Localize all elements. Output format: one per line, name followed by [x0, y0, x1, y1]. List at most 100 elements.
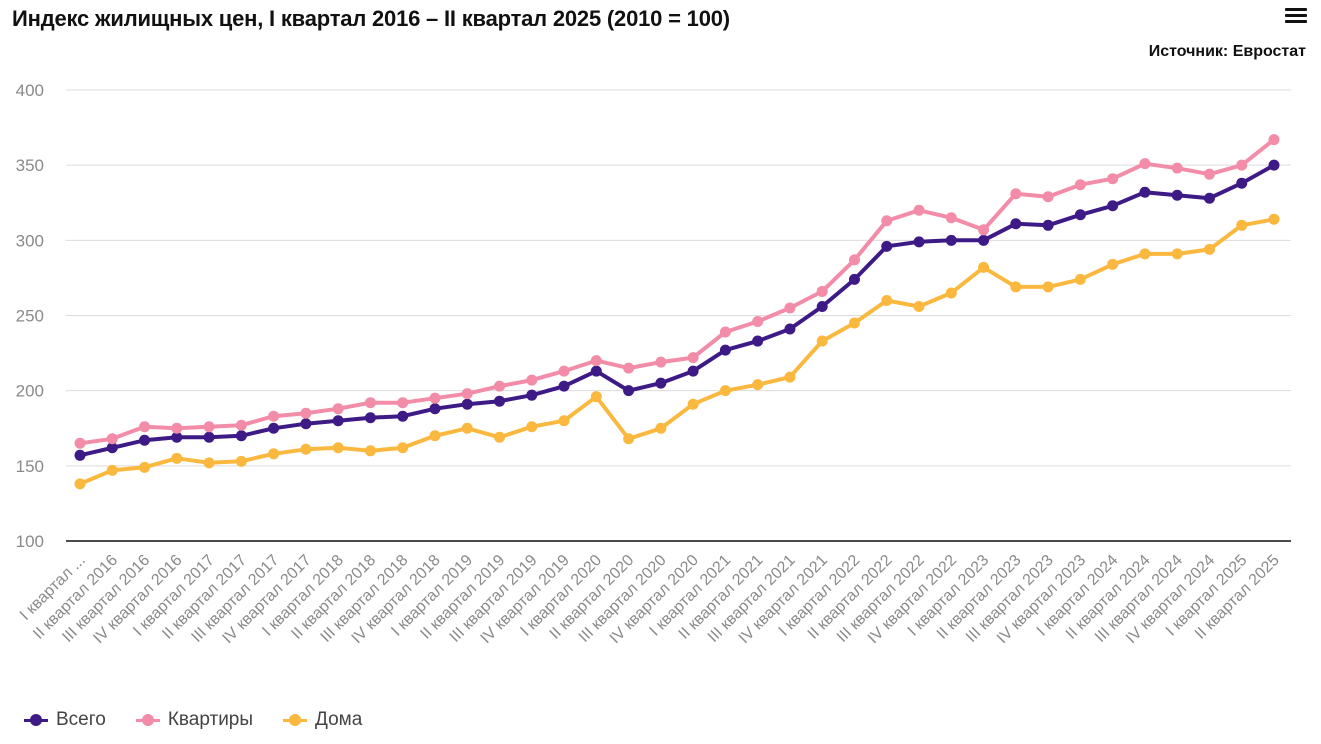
data-point[interactable] [139, 434, 151, 446]
data-point[interactable] [945, 287, 957, 299]
data-point[interactable] [655, 422, 667, 434]
data-point[interactable] [203, 457, 215, 469]
data-point[interactable] [1171, 248, 1183, 260]
data-point[interactable] [1139, 158, 1151, 170]
data-point[interactable] [332, 442, 344, 454]
data-point[interactable] [752, 335, 764, 347]
data-point[interactable] [235, 455, 247, 467]
data-point[interactable] [784, 302, 796, 314]
data-point[interactable] [687, 352, 699, 364]
data-point[interactable] [268, 422, 280, 434]
data-point[interactable] [106, 433, 118, 445]
data-point[interactable] [1236, 159, 1248, 171]
data-point[interactable] [655, 377, 667, 389]
data-point[interactable] [526, 374, 538, 386]
data-point[interactable] [978, 234, 990, 246]
data-point[interactable] [1074, 273, 1086, 285]
data-point[interactable] [171, 431, 183, 443]
data-point[interactable] [364, 397, 376, 409]
data-point[interactable] [235, 419, 247, 431]
data-point[interactable] [784, 371, 796, 383]
data-point[interactable] [1268, 213, 1280, 225]
data-point[interactable] [494, 380, 506, 392]
data-point[interactable] [171, 452, 183, 464]
data-point[interactable] [719, 344, 731, 356]
data-point[interactable] [1171, 189, 1183, 201]
data-point[interactable] [203, 421, 215, 433]
data-point[interactable] [913, 236, 925, 248]
data-point[interactable] [364, 445, 376, 457]
data-point[interactable] [1074, 209, 1086, 221]
data-point[interactable] [1268, 134, 1280, 146]
data-point[interactable] [300, 418, 312, 430]
data-point[interactable] [139, 421, 151, 433]
data-point[interactable] [74, 478, 86, 490]
data-point[interactable] [429, 392, 441, 404]
data-point[interactable] [1042, 219, 1054, 231]
data-point[interactable] [461, 398, 473, 410]
data-point[interactable] [429, 430, 441, 442]
data-point[interactable] [1203, 192, 1215, 204]
data-point[interactable] [655, 356, 667, 368]
data-point[interactable] [106, 442, 118, 454]
data-point[interactable] [1203, 168, 1215, 180]
data-point[interactable] [494, 431, 506, 443]
data-point[interactable] [848, 273, 860, 285]
data-point[interactable] [397, 410, 409, 422]
data-point[interactable] [719, 385, 731, 397]
data-point[interactable] [526, 421, 538, 433]
data-point[interactable] [848, 317, 860, 329]
data-point[interactable] [1236, 177, 1248, 189]
data-point[interactable] [978, 224, 990, 236]
data-point[interactable] [752, 316, 764, 328]
data-point[interactable] [913, 204, 925, 216]
data-point[interactable] [848, 254, 860, 266]
data-point[interactable] [1010, 218, 1022, 230]
data-point[interactable] [1010, 281, 1022, 293]
hamburger-menu-icon[interactable] [1285, 8, 1307, 28]
data-point[interactable] [1010, 188, 1022, 200]
data-point[interactable] [300, 443, 312, 455]
data-point[interactable] [945, 212, 957, 224]
data-point[interactable] [397, 442, 409, 454]
data-point[interactable] [881, 240, 893, 252]
data-point[interactable] [1268, 159, 1280, 171]
data-point[interactable] [300, 407, 312, 419]
data-point[interactable] [945, 234, 957, 246]
data-point[interactable] [1171, 162, 1183, 174]
data-point[interactable] [719, 326, 731, 338]
data-point[interactable] [1042, 281, 1054, 293]
data-point[interactable] [526, 389, 538, 401]
data-point[interactable] [1107, 173, 1119, 185]
data-point[interactable] [268, 410, 280, 422]
data-point[interactable] [881, 294, 893, 306]
data-point[interactable] [978, 261, 990, 273]
data-point[interactable] [913, 300, 925, 312]
data-point[interactable] [235, 430, 247, 442]
data-point[interactable] [558, 380, 570, 392]
data-point[interactable] [558, 415, 570, 427]
data-point[interactable] [268, 448, 280, 460]
data-point[interactable] [590, 355, 602, 367]
data-point[interactable] [623, 433, 635, 445]
data-point[interactable] [1139, 248, 1151, 260]
data-point[interactable] [623, 362, 635, 374]
data-point[interactable] [1139, 186, 1151, 198]
data-point[interactable] [816, 335, 828, 347]
data-point[interactable] [364, 412, 376, 424]
legend-item-houses[interactable]: Дома [283, 709, 362, 731]
data-point[interactable] [1074, 179, 1086, 191]
data-point[interactable] [171, 422, 183, 434]
data-point[interactable] [687, 365, 699, 377]
data-point[interactable] [784, 323, 796, 335]
data-point[interactable] [1203, 243, 1215, 255]
data-point[interactable] [1107, 200, 1119, 212]
data-point[interactable] [590, 365, 602, 377]
data-point[interactable] [623, 385, 635, 397]
data-point[interactable] [74, 449, 86, 461]
data-point[interactable] [397, 397, 409, 409]
data-point[interactable] [203, 431, 215, 443]
data-point[interactable] [881, 215, 893, 227]
data-point[interactable] [332, 403, 344, 415]
data-point[interactable] [558, 365, 570, 377]
